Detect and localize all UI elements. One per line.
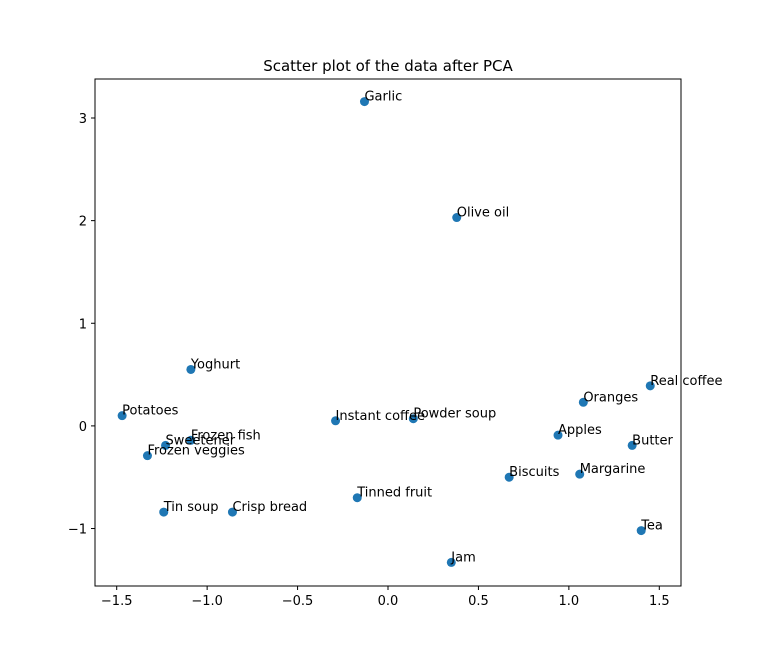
point-label: Tinned fruit (356, 486, 432, 501)
x-tick-label: 1.5 (649, 594, 670, 609)
point-label: Frozen veggies (147, 444, 245, 459)
point-label: Frozen fish (191, 428, 261, 443)
data-point (186, 435, 196, 445)
data-point (578, 397, 588, 407)
point-label: Margarine (580, 462, 646, 477)
data-point (359, 97, 369, 107)
x-axis: −1.5 −1.0 −0.5 0.0 0.5 1.0 1.5 (101, 586, 670, 609)
data-point (504, 472, 514, 482)
data-point (142, 451, 152, 461)
point-label: Crisp bread (232, 500, 307, 515)
point-label: Potatoes (122, 404, 178, 419)
data-point (159, 507, 169, 517)
y-axis: −1 0 1 2 3 (68, 112, 95, 538)
point-label: Real coffee (650, 374, 722, 389)
point-label: Butter (632, 433, 673, 448)
data-point (452, 213, 462, 223)
data-point (186, 364, 196, 374)
x-tick-label: 1.0 (559, 594, 580, 609)
x-tick-label: −0.5 (282, 594, 314, 609)
point-label: Apples (558, 423, 602, 438)
point-label: Jam (450, 550, 475, 565)
data-point (446, 557, 456, 567)
point-label: Olive oil (457, 206, 509, 221)
data-point (161, 440, 171, 450)
chart-title: Scatter plot of the data after PCA (263, 57, 513, 75)
y-tick-label: −1 (68, 523, 87, 538)
point-label: Powder soup (413, 407, 496, 422)
y-tick-label: 3 (79, 112, 87, 127)
y-tick-label: 2 (79, 215, 87, 230)
y-tick-label: 0 (79, 420, 87, 435)
data-point (627, 440, 637, 450)
x-tick-label: 0.0 (378, 594, 399, 609)
data-point (331, 416, 341, 426)
point-label: Biscuits (509, 465, 559, 480)
point-label: Garlic (364, 90, 402, 105)
point-labels: Garlic Olive oil Yoghurt Real coffee Oranges… (122, 90, 722, 566)
point-label: Oranges (583, 390, 638, 405)
point-label: Tin soup (163, 500, 219, 515)
y-tick-label: 1 (79, 317, 87, 332)
data-point (575, 469, 585, 479)
data-point (227, 507, 237, 517)
point-label: Yoghurt (190, 357, 240, 372)
point-label: Instant coffee (336, 409, 425, 424)
x-tick-label: −1.0 (191, 594, 223, 609)
data-point (117, 411, 127, 421)
data-points (117, 97, 655, 567)
data-point (636, 526, 646, 536)
point-label: Sweetener (166, 433, 236, 448)
point-label: Tea (640, 519, 663, 534)
data-point (645, 381, 655, 391)
data-point (352, 493, 362, 503)
data-point (553, 430, 563, 440)
x-tick-label: 0.5 (468, 594, 489, 609)
x-tick-label: −1.5 (101, 594, 133, 609)
data-point (408, 414, 418, 424)
